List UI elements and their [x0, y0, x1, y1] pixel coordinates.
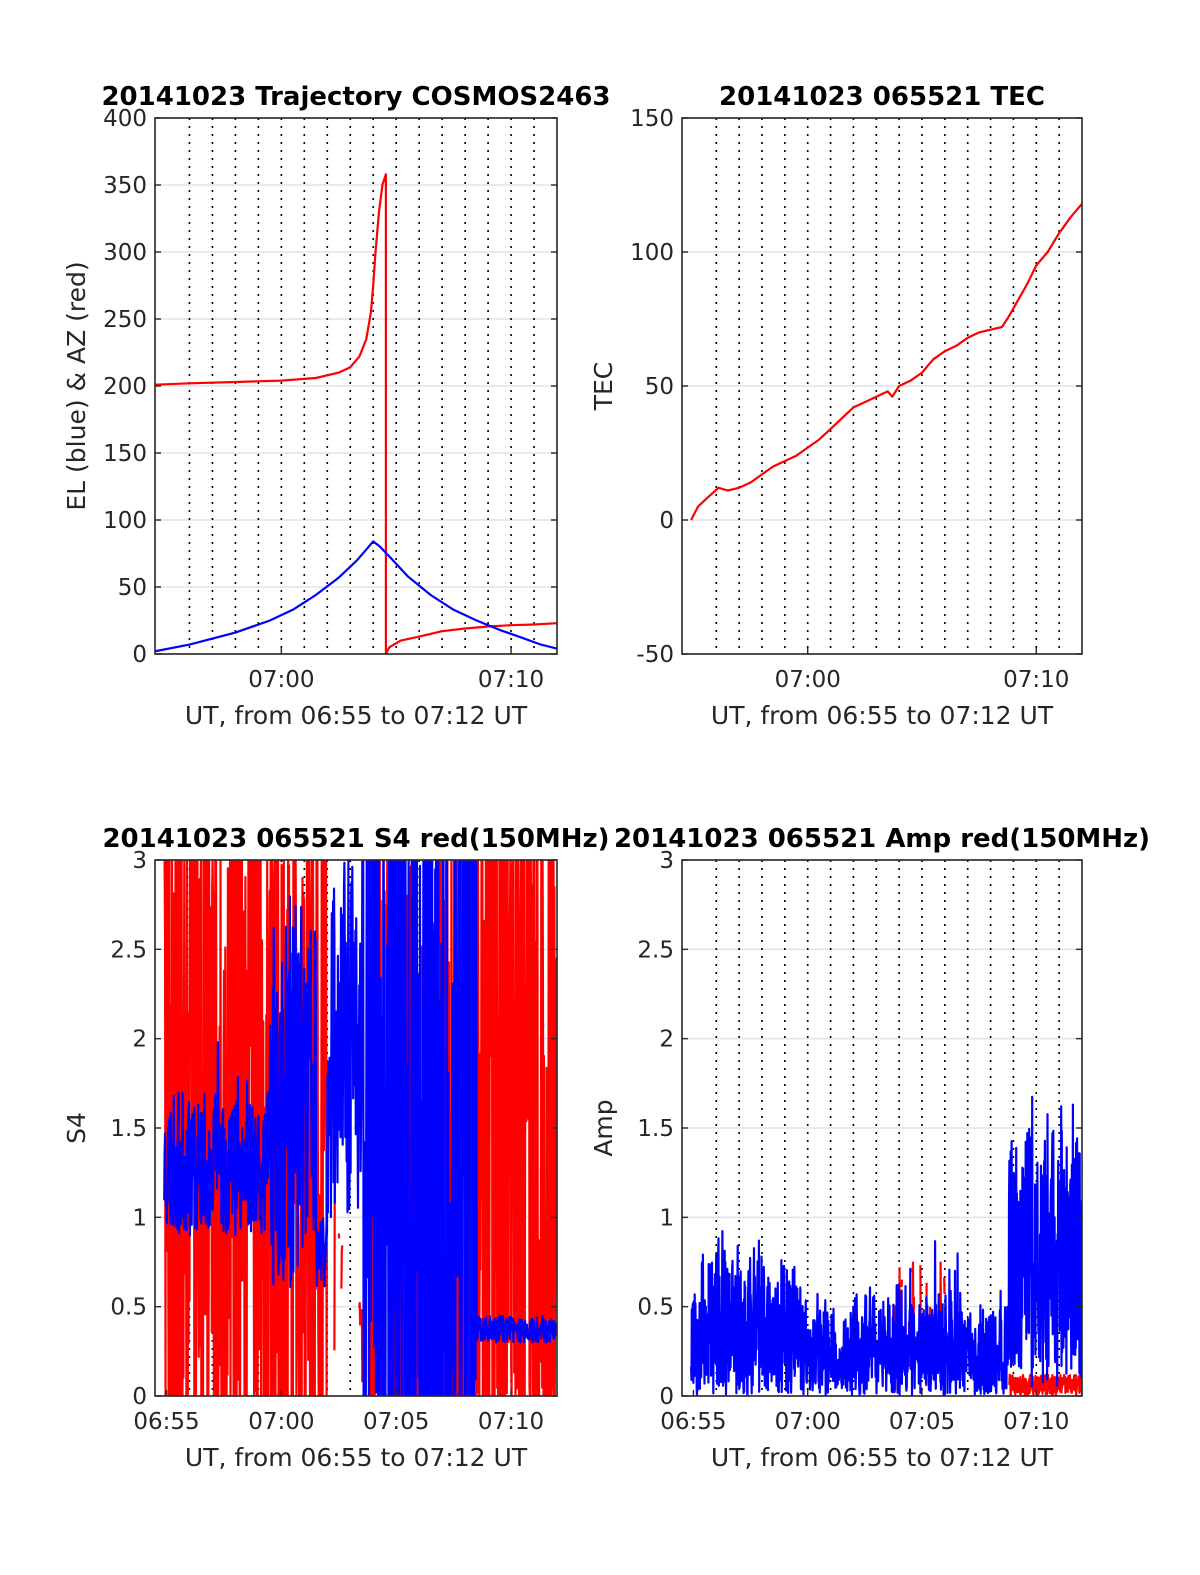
x-axis-label: UT, from 06:55 to 07:12 UT: [185, 701, 528, 730]
y-tick-label: 0.5: [637, 1295, 674, 1321]
series-line-2: [155, 540, 557, 653]
y-tick-label: 2.5: [110, 937, 147, 963]
x-tick-label: 07:10: [1003, 667, 1069, 693]
series-line-2: [163, 860, 557, 1396]
subplot-3: 0 0.5 1 1.5 2 2.5 3 06:55 07:00 07:05 07:10 2014102…: [62, 824, 610, 1472]
y-tick-label: 150: [630, 106, 674, 132]
series-line-1: [163, 860, 557, 1396]
x-tick-label: 07:00: [248, 667, 314, 693]
series-line-1: [155, 173, 557, 654]
y-tick-label: 2: [132, 1027, 147, 1053]
y-tick-label: 200: [103, 374, 147, 400]
subplot-4: 0 0.5 1 1.5 2 2.5 3 06:55 07:00 07:05 07:10 2014102…: [589, 824, 1150, 1472]
y-tick-label: 2.5: [637, 937, 674, 963]
y-tick-label: 0: [659, 508, 674, 534]
y-tick-label: 0.5: [110, 1295, 147, 1321]
y-axis-label: Amp: [589, 1099, 618, 1156]
x-axis-label: UT, from 06:55 to 07:12 UT: [711, 1443, 1054, 1472]
y-axis-label: S4: [62, 1112, 91, 1144]
chart-title: 20141023 065521 Amp red(150MHz): [614, 824, 1150, 854]
x-tick-label: 07:05: [363, 1409, 429, 1435]
x-tick-label: 07:10: [478, 1409, 544, 1435]
y-tick-label: 100: [103, 508, 147, 534]
x-tick-label: 07:00: [775, 1409, 841, 1435]
y-tick-label: 0: [132, 642, 147, 668]
y-tick-label: 0: [132, 1384, 147, 1410]
y-tick-label: 2: [659, 1027, 674, 1053]
y-tick-label: 3: [659, 848, 674, 874]
series-line-2: [690, 1095, 1082, 1396]
x-axis-label: UT, from 06:55 to 07:12 UT: [711, 701, 1054, 730]
y-axis-label: TEC: [589, 362, 618, 412]
y-tick-label: 1.5: [110, 1116, 147, 1142]
y-tick-label: 0: [659, 1384, 674, 1410]
x-tick-label: 07:10: [1003, 1409, 1069, 1435]
y-tick-label: 1.5: [637, 1116, 674, 1142]
chart-title: 20141023 065521 TEC: [719, 82, 1045, 112]
x-tick-label: 07:00: [248, 1409, 314, 1435]
series-line-1: [690, 203, 1082, 521]
y-tick-label: 350: [103, 173, 147, 199]
y-tick-label: 100: [630, 240, 674, 266]
x-tick-label: 06:55: [660, 1409, 726, 1435]
chart-title: 20141023 Trajectory COSMOS2463: [101, 82, 610, 112]
y-tick-label: 1: [659, 1205, 674, 1231]
y-tick-label: -50: [636, 642, 674, 668]
y-tick-label: 250: [103, 307, 147, 333]
x-tick-label: 07:05: [889, 1409, 955, 1435]
x-tick-label: 07:00: [775, 667, 841, 693]
x-tick-label: 06:55: [133, 1409, 199, 1435]
y-tick-label: 50: [118, 575, 147, 601]
y-tick-label: 50: [645, 374, 674, 400]
y-axis-label: EL (blue) & AZ (red): [62, 261, 91, 510]
y-tick-label: 150: [103, 441, 147, 467]
chart-title: 20141023 065521 S4 red(150MHz): [102, 824, 609, 854]
subplot-2: -50 0 50 100 150 07:00 07:10 20141023 065521 TE…: [589, 82, 1083, 730]
y-tick-label: 400: [103, 106, 147, 132]
y-tick-label: 300: [103, 240, 147, 266]
y-tick-label: 1: [132, 1205, 147, 1231]
subplot-1: 0 50 100 150 200 250 300 350 400 07:00 07:10 201410…: [62, 82, 611, 730]
y-tick-label: 3: [132, 848, 147, 874]
x-tick-label: 07:10: [478, 667, 544, 693]
x-axis-label: UT, from 06:55 to 07:12 UT: [185, 1443, 528, 1472]
